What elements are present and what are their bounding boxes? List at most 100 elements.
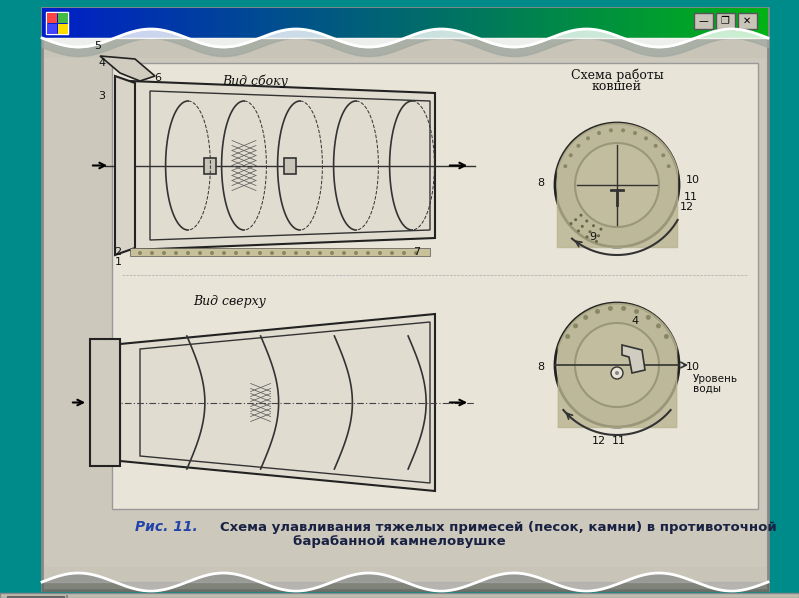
Bar: [254, 8, 260, 38]
Bar: [502, 8, 508, 38]
Circle shape: [664, 334, 669, 339]
Bar: [199, 8, 205, 38]
Bar: [58, 13, 68, 23]
Bar: [296, 8, 302, 38]
Circle shape: [577, 230, 580, 233]
Bar: [109, 8, 114, 38]
Text: ковшей: ковшей: [592, 81, 642, 93]
Bar: [671, 8, 678, 38]
Bar: [551, 8, 556, 38]
Bar: [411, 8, 417, 38]
Bar: [732, 8, 737, 38]
Circle shape: [595, 240, 598, 243]
Text: 6: 6: [154, 73, 161, 83]
Text: Рис. 11.: Рис. 11.: [135, 520, 197, 534]
Circle shape: [270, 251, 274, 255]
Bar: [46, 12, 68, 34]
Text: Схема работы: Схема работы: [570, 68, 663, 82]
Bar: [641, 8, 647, 38]
Bar: [678, 8, 683, 38]
Bar: [610, 8, 617, 38]
Circle shape: [222, 251, 226, 255]
Bar: [308, 8, 314, 38]
Circle shape: [599, 228, 602, 231]
Text: 11: 11: [684, 192, 698, 202]
Bar: [617, 8, 622, 38]
Bar: [593, 8, 598, 38]
Circle shape: [583, 315, 588, 320]
Bar: [48, 8, 54, 38]
Bar: [290, 8, 296, 38]
Bar: [272, 8, 278, 38]
Bar: [574, 8, 580, 38]
Text: барабанной камнеловушке: барабанной камнеловушке: [292, 535, 505, 548]
Bar: [284, 157, 296, 173]
Bar: [157, 8, 163, 38]
Bar: [562, 8, 568, 38]
Text: 8: 8: [538, 362, 545, 372]
Bar: [635, 8, 641, 38]
Circle shape: [390, 251, 394, 255]
Circle shape: [342, 251, 346, 255]
Circle shape: [597, 234, 600, 237]
Bar: [363, 8, 368, 38]
Bar: [47, 13, 57, 23]
Bar: [653, 8, 659, 38]
Circle shape: [414, 251, 418, 255]
Text: Вид сверху: Вид сверху: [193, 294, 266, 307]
Bar: [622, 8, 629, 38]
Bar: [145, 8, 151, 38]
Circle shape: [646, 315, 651, 320]
Bar: [716, 13, 735, 29]
Text: 10: 10: [686, 362, 700, 372]
Bar: [435, 8, 441, 38]
Bar: [532, 8, 538, 38]
Circle shape: [597, 131, 601, 135]
Bar: [229, 8, 236, 38]
Circle shape: [186, 251, 190, 255]
Polygon shape: [120, 314, 435, 491]
Text: ✕: ✕: [743, 16, 751, 26]
Bar: [121, 8, 127, 38]
Bar: [441, 8, 447, 38]
Bar: [405, 8, 411, 38]
Text: 7: 7: [413, 247, 420, 257]
Bar: [495, 8, 502, 38]
Bar: [526, 8, 532, 38]
Bar: [738, 13, 757, 29]
Bar: [544, 8, 551, 38]
Bar: [368, 8, 375, 38]
Bar: [478, 8, 483, 38]
Bar: [580, 8, 586, 38]
Circle shape: [595, 309, 600, 314]
Circle shape: [282, 251, 286, 255]
Bar: [248, 8, 254, 38]
Bar: [169, 8, 175, 38]
Circle shape: [330, 251, 334, 255]
Circle shape: [318, 251, 322, 255]
Bar: [629, 8, 635, 38]
Bar: [139, 8, 145, 38]
Bar: [8, 597, 64, 598]
Bar: [181, 8, 187, 38]
Polygon shape: [115, 76, 135, 255]
Bar: [0, 593, 799, 598]
Bar: [60, 8, 66, 38]
Bar: [762, 8, 768, 38]
Text: 12: 12: [680, 202, 694, 212]
Bar: [187, 8, 193, 38]
Bar: [127, 8, 133, 38]
Bar: [756, 8, 762, 38]
Circle shape: [198, 251, 202, 255]
Bar: [260, 8, 266, 38]
Polygon shape: [100, 56, 155, 81]
Bar: [42, 8, 48, 38]
Bar: [447, 8, 453, 38]
Circle shape: [589, 230, 591, 233]
Circle shape: [576, 144, 580, 148]
Bar: [466, 8, 471, 38]
Bar: [212, 8, 217, 38]
Bar: [483, 8, 490, 38]
Circle shape: [654, 144, 658, 148]
Bar: [97, 8, 102, 38]
